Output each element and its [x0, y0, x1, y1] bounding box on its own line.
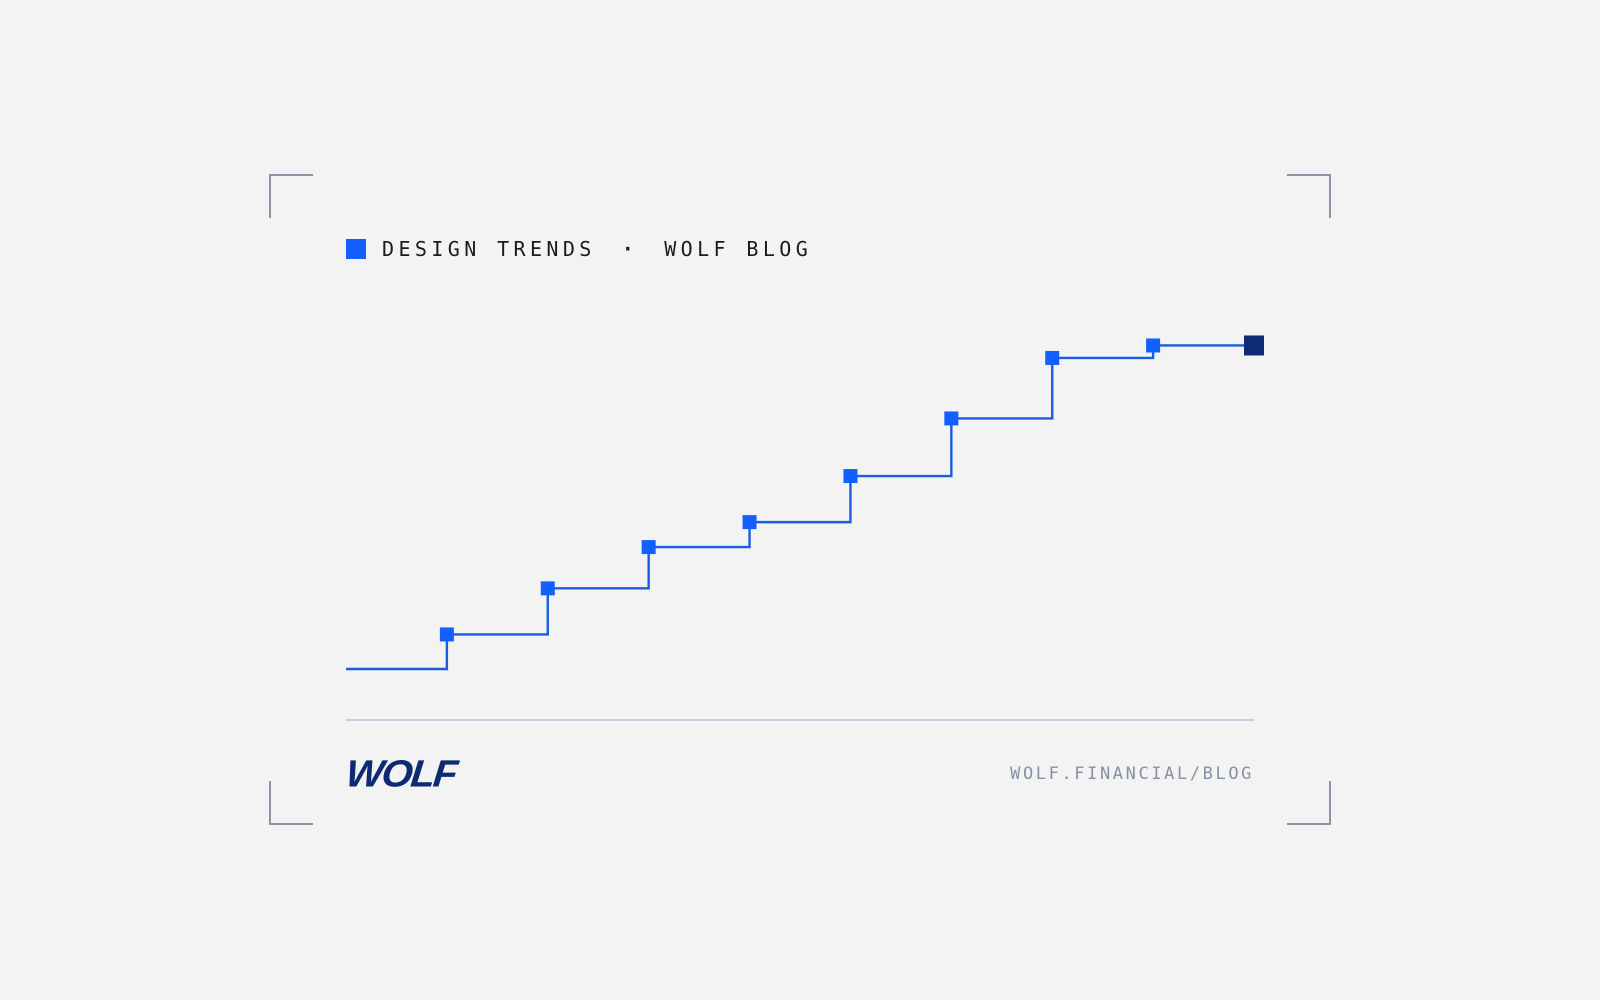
- data-point-marker: [742, 515, 757, 530]
- frame-corner-bottom-right: [1287, 781, 1331, 825]
- frame-corner-bottom-left: [269, 781, 313, 825]
- header-separator: ·: [621, 237, 639, 261]
- data-point-marker: [439, 627, 454, 642]
- data-point-marker: [944, 411, 959, 426]
- wolf-logo[interactable]: WOLF: [343, 753, 458, 795]
- data-point-marker: [540, 581, 555, 596]
- series-step-line: [346, 344, 1254, 671]
- frame-corner-top-left: [269, 174, 313, 218]
- frame-corner-top-right: [1287, 174, 1331, 218]
- final-data-point-marker: [1244, 335, 1264, 356]
- wolf-logo-wordmark: WOLF: [343, 753, 458, 795]
- data-point-marker: [641, 540, 656, 555]
- chart-series: [346, 335, 1264, 671]
- category-square-icon: [346, 239, 366, 259]
- data-point-marker: [843, 469, 858, 484]
- blog-url-link[interactable]: WOLF.FINANCIAL/BLOG: [1010, 764, 1254, 784]
- publication-label: WOLF BLOG: [664, 237, 813, 261]
- data-point-marker: [1146, 338, 1161, 353]
- footer-divider: [346, 719, 1254, 721]
- category-label: DESIGN TRENDS: [382, 237, 596, 261]
- header: DESIGN TRENDS · WOLF BLOG: [346, 236, 812, 262]
- data-point-marker: [1045, 350, 1060, 365]
